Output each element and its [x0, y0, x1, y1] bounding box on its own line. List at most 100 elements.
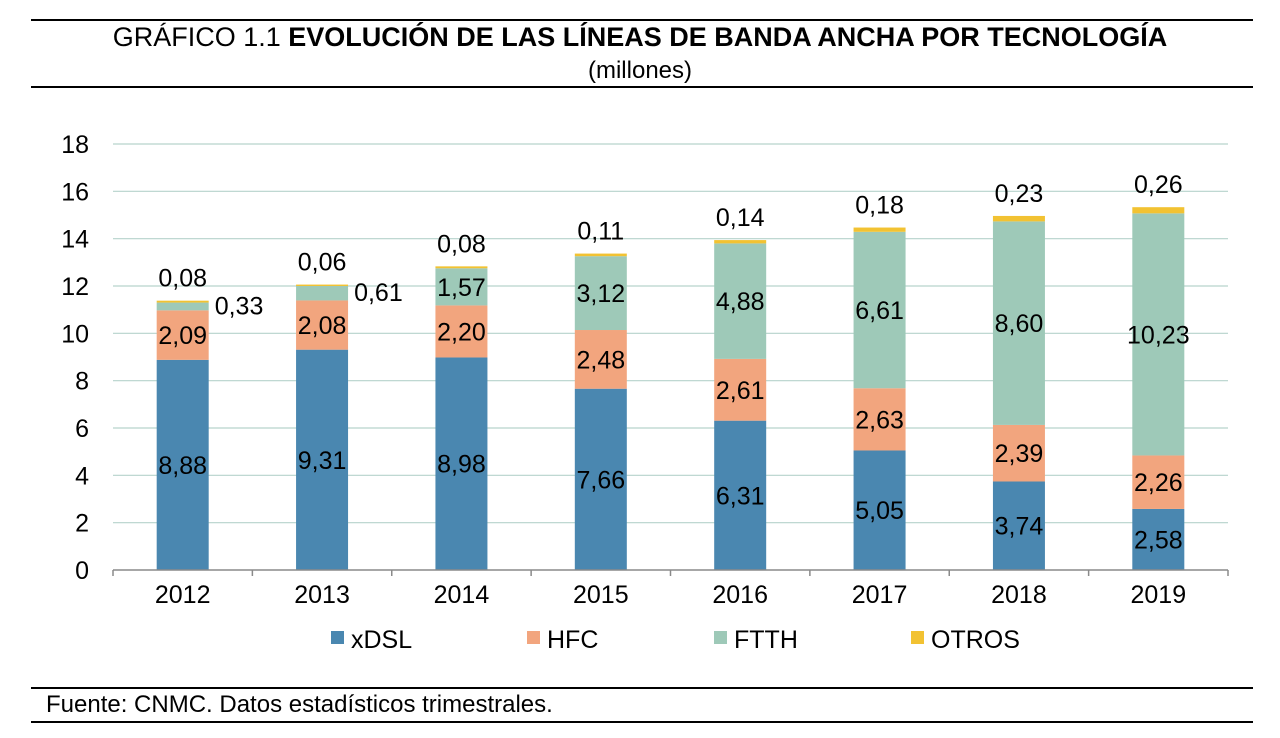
data-label-xdsl: 9,31 — [298, 447, 347, 475]
footer-rule — [31, 687, 1253, 689]
y-tick-label: 16 — [61, 178, 89, 206]
legend: xDSL HFC FTTH OTROS — [331, 626, 1020, 654]
bar-otros — [296, 284, 349, 286]
data-label-otros: 0,14 — [716, 204, 765, 232]
y-tick-label: 6 — [75, 415, 89, 443]
data-label-hfc: 2,39 — [995, 440, 1044, 468]
legend-label-xdsl: xDSL — [351, 626, 412, 654]
legend-swatch-ftth — [714, 631, 727, 644]
legend-swatch-otros — [911, 631, 924, 644]
data-label-ftth: 6,61 — [855, 297, 904, 325]
data-label-hfc: 2,20 — [437, 318, 486, 346]
y-tick-label: 14 — [61, 226, 89, 254]
chart-title-prefix: GRÁFICO 1.1 — [112, 22, 281, 52]
data-label-hfc: 2,08 — [298, 312, 347, 340]
x-tick-label: 2016 — [712, 581, 768, 609]
y-tick-label: 4 — [75, 462, 89, 490]
bar-otros — [714, 240, 767, 244]
x-tick-label: 2014 — [434, 581, 490, 609]
legend-label-otros: OTROS — [931, 626, 1020, 654]
bar-hfc — [853, 388, 906, 451]
data-label-hfc: 2,09 — [158, 322, 207, 350]
legend-label-hfc: HFC — [547, 626, 598, 654]
bar-hfc — [992, 424, 1045, 482]
data-label-xdsl: 6,31 — [716, 482, 765, 510]
bar-otros — [156, 300, 209, 303]
bar-xdsl — [853, 450, 906, 570]
y-tick-label: 12 — [61, 273, 89, 301]
bar-hfc — [714, 358, 767, 421]
data-label-xdsl: 8,98 — [437, 451, 486, 479]
bottom-rule — [31, 721, 1253, 723]
bar-hfc — [296, 300, 349, 350]
chart-subtitle: (millones) — [587, 57, 692, 84]
bar-ftth — [156, 302, 209, 311]
bar-xdsl — [574, 388, 627, 570]
bar-otros — [853, 227, 906, 232]
data-label-ftth: 8,60 — [995, 310, 1044, 338]
bar-hfc — [1132, 455, 1185, 509]
data-label-xdsl: 3,74 — [995, 513, 1044, 541]
bar-xdsl — [156, 359, 209, 570]
bar-ftth — [853, 231, 906, 389]
bar-ftth — [435, 268, 488, 306]
bar-ftth — [1132, 213, 1185, 456]
bar-otros — [435, 266, 488, 269]
source-note: Fuente: CNMC. Datos estadísticos trimest… — [46, 691, 553, 718]
bar-ftth — [296, 286, 349, 301]
data-label-otros: 0,08 — [158, 265, 207, 293]
chart-title-text: EVOLUCIÓN DE LAS LÍNEAS DE BANDA ANCHA P… — [288, 22, 1168, 52]
y-tick-label: 0 — [75, 557, 89, 585]
data-label-ftth: 10,23 — [1127, 321, 1190, 349]
y-tick-label: 8 — [75, 368, 89, 396]
x-tick-label: 2018 — [991, 581, 1047, 609]
data-label-otros: 0,06 — [298, 249, 347, 277]
legend-label-ftth: FTTH — [734, 626, 798, 654]
data-label-hfc: 2,48 — [576, 346, 625, 374]
bar-hfc — [156, 310, 209, 360]
bar-hfc — [435, 305, 488, 358]
data-label-xdsl: 2,58 — [1134, 526, 1183, 554]
bar-otros — [574, 253, 627, 257]
x-tick-label: 2012 — [155, 581, 211, 609]
bar-xdsl — [1132, 508, 1185, 570]
bars — [156, 207, 1185, 570]
data-label-hfc: 2,61 — [716, 377, 765, 405]
header-rule — [31, 86, 1253, 88]
data-label-ftth: 3,12 — [576, 280, 625, 308]
data-label-otros: 0,08 — [437, 230, 486, 258]
data-label-ftth: 1,57 — [437, 274, 486, 302]
bar-ftth — [992, 221, 1045, 425]
bar-otros — [992, 215, 1045, 222]
data-labels: 8,88 2,09 0,33 0,08 9,31 2,080,610,06 8,98 2,20… — [158, 171, 1189, 554]
top-rule — [31, 19, 1253, 21]
y-tick-label: 18 — [61, 131, 89, 159]
data-label-hfc: 2,63 — [855, 406, 904, 434]
data-label-otros: 0,18 — [855, 192, 904, 220]
data-label-otros: 0,26 — [1134, 171, 1183, 199]
axes: 0 2 4 6 8 10 12 14 16 18 2012 2013 2014 2015 2016 2017 2… — [61, 131, 1229, 609]
data-label-ftth: 0,33 — [215, 292, 264, 320]
bar-hfc — [574, 330, 627, 389]
x-tick-label: 2017 — [852, 581, 908, 609]
data-label-hfc: 2,26 — [1134, 469, 1183, 497]
gridlines — [113, 143, 1228, 524]
data-label-xdsl: 8,88 — [158, 452, 207, 480]
bar-ftth — [714, 243, 767, 359]
bar-xdsl — [435, 357, 488, 570]
y-tick-label: 2 — [75, 510, 89, 538]
y-tick-label: 10 — [61, 320, 89, 348]
bar-xdsl — [992, 481, 1045, 570]
bar-xdsl — [714, 420, 767, 570]
legend-swatch-xdsl — [331, 631, 344, 644]
data-label-xdsl: 5,05 — [855, 497, 904, 525]
bar-xdsl — [296, 349, 349, 570]
data-label-otros: 0,11 — [577, 218, 624, 246]
stacked-bar-chart: 0 2 4 6 8 10 12 14 16 18 2012 2013 2014 2015 2016 2017 2… — [61, 131, 1229, 654]
data-label-xdsl: 7,66 — [576, 466, 625, 494]
data-label-ftth: 4,88 — [716, 288, 765, 316]
bar-otros — [1132, 207, 1185, 214]
x-tick-label: 2013 — [294, 581, 350, 609]
x-tick-label: 2019 — [1131, 581, 1187, 609]
x-tick-label: 2015 — [573, 581, 629, 609]
